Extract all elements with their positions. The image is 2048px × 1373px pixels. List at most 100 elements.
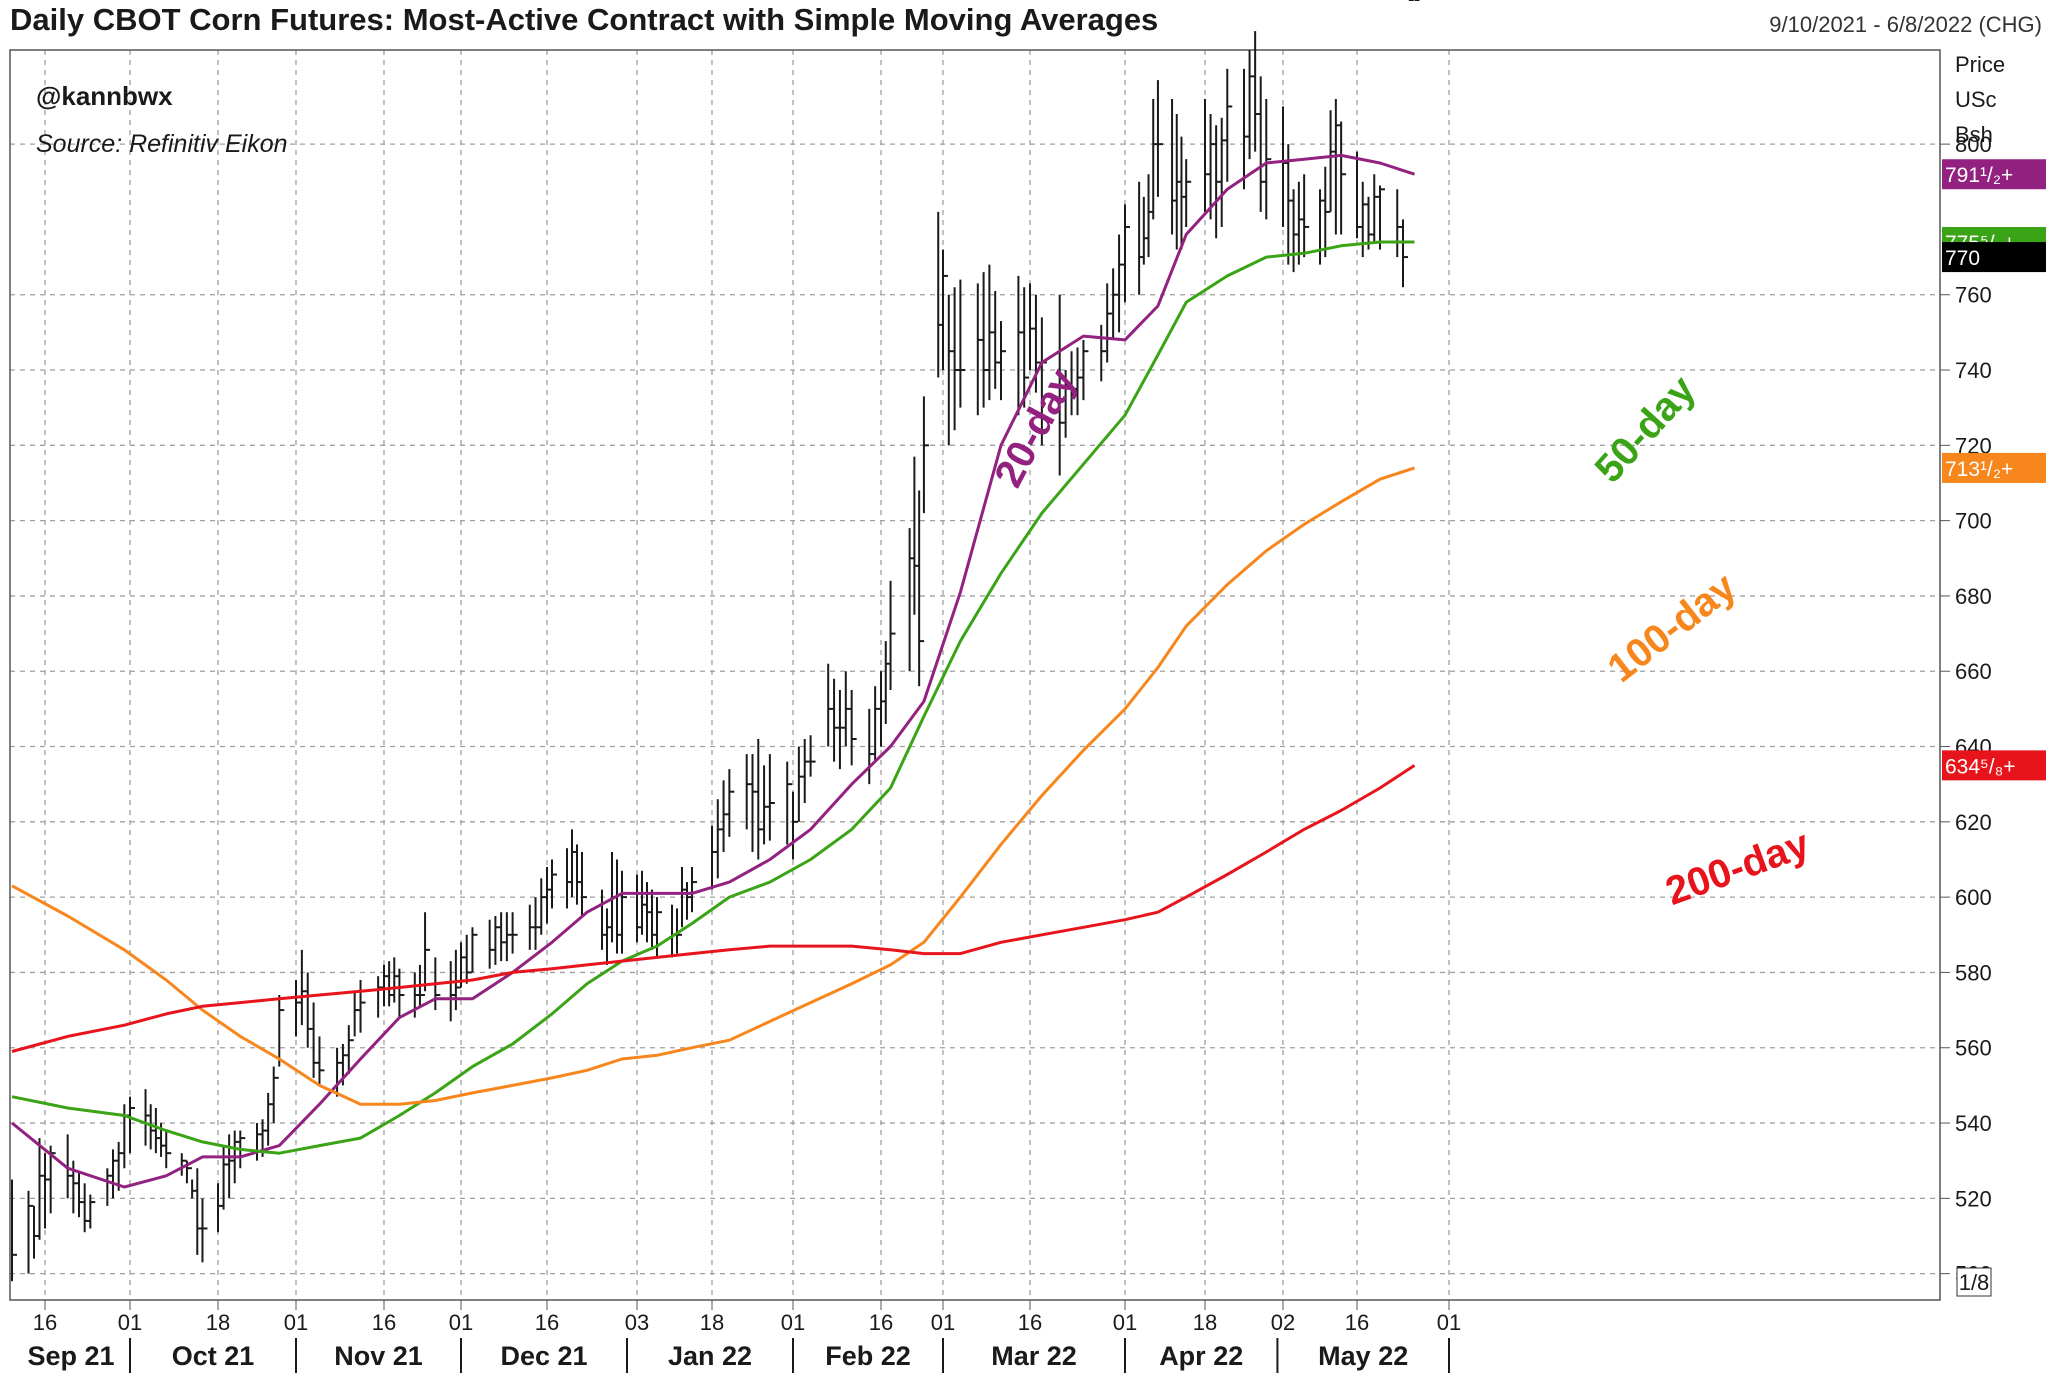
price-bar [117, 1141, 124, 1191]
price-bar [728, 769, 735, 837]
x-tick-label: 16 [869, 1310, 893, 1335]
price-bar [1220, 117, 1227, 227]
price-bar [1064, 370, 1071, 438]
price-bar [180, 1153, 187, 1176]
price-bar [488, 919, 495, 969]
price-bar [1287, 144, 1294, 265]
x-month-label: Sep 21 [27, 1341, 114, 1371]
price-bar [751, 754, 758, 852]
y-tick-label: 700 [1955, 509, 1992, 534]
price-bar [306, 972, 313, 1048]
price-bar [797, 746, 804, 822]
last-value-tag-200-day-box [1942, 750, 2046, 781]
price-bar [347, 1025, 354, 1075]
last-value-tag-100-day-box [1942, 452, 2046, 483]
price-bar [154, 1107, 161, 1154]
price-bar [1023, 287, 1030, 408]
ma-label-100-day: 100-day [1600, 564, 1745, 691]
scale-note: 1/8 [1959, 1270, 1990, 1295]
price-bar [106, 1168, 113, 1206]
price-bar [1361, 181, 1368, 258]
grid [10, 50, 1940, 1300]
x-month-label: Nov 21 [334, 1341, 423, 1371]
price-bar [377, 976, 384, 1018]
price-bar [1373, 174, 1380, 243]
price-bar [1100, 324, 1107, 382]
price-bar [922, 396, 929, 514]
price-bar [112, 1149, 118, 1199]
price-bar [1215, 125, 1222, 239]
price-bar [691, 867, 697, 913]
price-bar [1029, 283, 1035, 371]
price-bar [1070, 351, 1077, 416]
price-bar [1226, 68, 1233, 182]
price-bar [918, 490, 925, 687]
price-bar [1297, 181, 1304, 265]
price-bars [11, 0, 1420, 1282]
price-bar [1367, 196, 1374, 250]
last-value-tag-20-day-box [1942, 159, 2046, 190]
price-bar [256, 1123, 262, 1161]
source-text: Source: Refinitiv Eikon [36, 130, 288, 158]
price-bar [359, 979, 366, 1033]
price-bar [1248, 50, 1255, 160]
price-bar [838, 690, 845, 770]
chart-title: Daily CBOT Corn Futures: Most-Active Con… [10, 2, 1159, 37]
price-bar [656, 897, 662, 958]
price-bar [398, 968, 405, 1018]
price-bar [201, 1198, 208, 1263]
price-bar [1000, 321, 1006, 401]
price-bar [757, 739, 764, 860]
y-tick-label: 660 [1955, 659, 1992, 684]
price-bar [1118, 234, 1125, 333]
sma-50-day-line [11, 240, 1415, 1155]
price-bar [786, 761, 793, 845]
price-bar [1319, 189, 1325, 265]
y-tick-label: 620 [1955, 810, 1992, 835]
y-tick-label: 540 [1955, 1111, 1992, 1136]
price-bar [1243, 68, 1249, 190]
y-tick-label: 800 [1955, 132, 1992, 157]
price-bar [228, 1134, 235, 1199]
price-bar [465, 934, 472, 984]
y-axis-label: Bsh [1955, 122, 1993, 147]
x-month-label: Dec 21 [500, 1341, 587, 1371]
x-month-label: Mar 22 [991, 1341, 1077, 1371]
price-bar [988, 264, 995, 401]
price-bar [78, 1171, 84, 1218]
y-tick-label: 740 [1955, 358, 1992, 383]
price-bar [144, 1089, 151, 1146]
x-tick-label: 16 [1018, 1310, 1042, 1335]
price-bar [1058, 294, 1065, 476]
price-bar [38, 1138, 45, 1240]
price-bar [123, 1104, 130, 1169]
price-bar [942, 249, 948, 371]
price-bar [874, 686, 881, 762]
x-tick-label: 16 [535, 1310, 559, 1335]
x-tick-label: 18 [1193, 1310, 1217, 1335]
price-bar [278, 995, 285, 1067]
price-bar [149, 1104, 156, 1150]
y-axis-label: USc [1955, 87, 1997, 112]
price-bar [191, 1179, 198, 1199]
x-tick-label: 18 [206, 1310, 230, 1335]
price-bar [844, 671, 851, 747]
price-bar [1017, 275, 1024, 416]
sma-20-day-line [11, 153, 1415, 1189]
x-month-label: Jan 22 [668, 1341, 752, 1371]
price-bar [300, 949, 307, 1026]
price-bar [1379, 185, 1385, 250]
price-bar [494, 915, 501, 965]
price-bar [222, 1145, 229, 1210]
price-bar [72, 1160, 79, 1214]
price-bar [1076, 347, 1083, 416]
price-bar [83, 1183, 90, 1233]
sma-100-day-line [11, 466, 1415, 1106]
price-bar [1112, 268, 1119, 340]
x-tick-label: 01 [118, 1310, 142, 1335]
price-bar [1282, 106, 1288, 227]
x-month-label: May 22 [1318, 1341, 1408, 1371]
ma-label-200-day: 200-day [1660, 821, 1816, 914]
price-bar [868, 708, 875, 785]
price-bar [827, 663, 834, 747]
